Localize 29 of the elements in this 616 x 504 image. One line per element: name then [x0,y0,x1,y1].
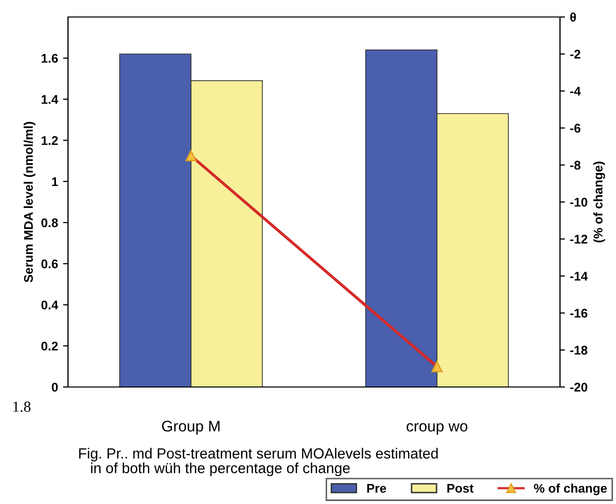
y-tick-label: 1.4 [42,95,58,104]
y-tick-label: 1.6 [42,54,58,63]
y-tick-label: 0.4 [41,300,58,310]
y-tick-label: 0.8 [41,218,58,228]
text: 1.8 [13,402,31,412]
legend-label: Post [447,484,474,493]
y-tick-label: 0 [52,382,58,392]
text: Fig. Pr.. md Post-treatment serum MOAlevels estimated in of both wüh the percentage of change [79,448,438,476]
y2-axis-title: (% of change) [593,162,606,242]
legend-label: Pre [367,484,386,493]
y2-tick-label: -14 [570,272,588,281]
y2-tick-label: -12 [570,234,588,244]
y2-tick-label: θ [570,12,576,22]
y2-tick-label: -20 [570,382,588,392]
y2-tick-label: -16 [570,308,588,318]
y-tick-label: 0.6 [41,259,58,268]
y2-tick-label: -8 [570,160,580,170]
y2-tick-label: -6 [570,124,580,133]
y-tick-label: 0.2 [41,342,58,351]
y2-tick-label: -10 [570,198,588,207]
y-tick-label: 1.2 [42,136,58,145]
y-tick-label: 1 [52,177,58,186]
y-axis-title: Serum MDA level (nmol/ml) [24,122,36,282]
y2-tick-label: -2 [570,50,580,59]
x-tick-label: croup wo [406,423,468,435]
legend-label: % of change [534,484,607,496]
x-tick-label: Group M [162,420,220,435]
y2-tick-label: -18 [570,346,588,355]
y2-tick-label: -4 [570,86,581,96]
